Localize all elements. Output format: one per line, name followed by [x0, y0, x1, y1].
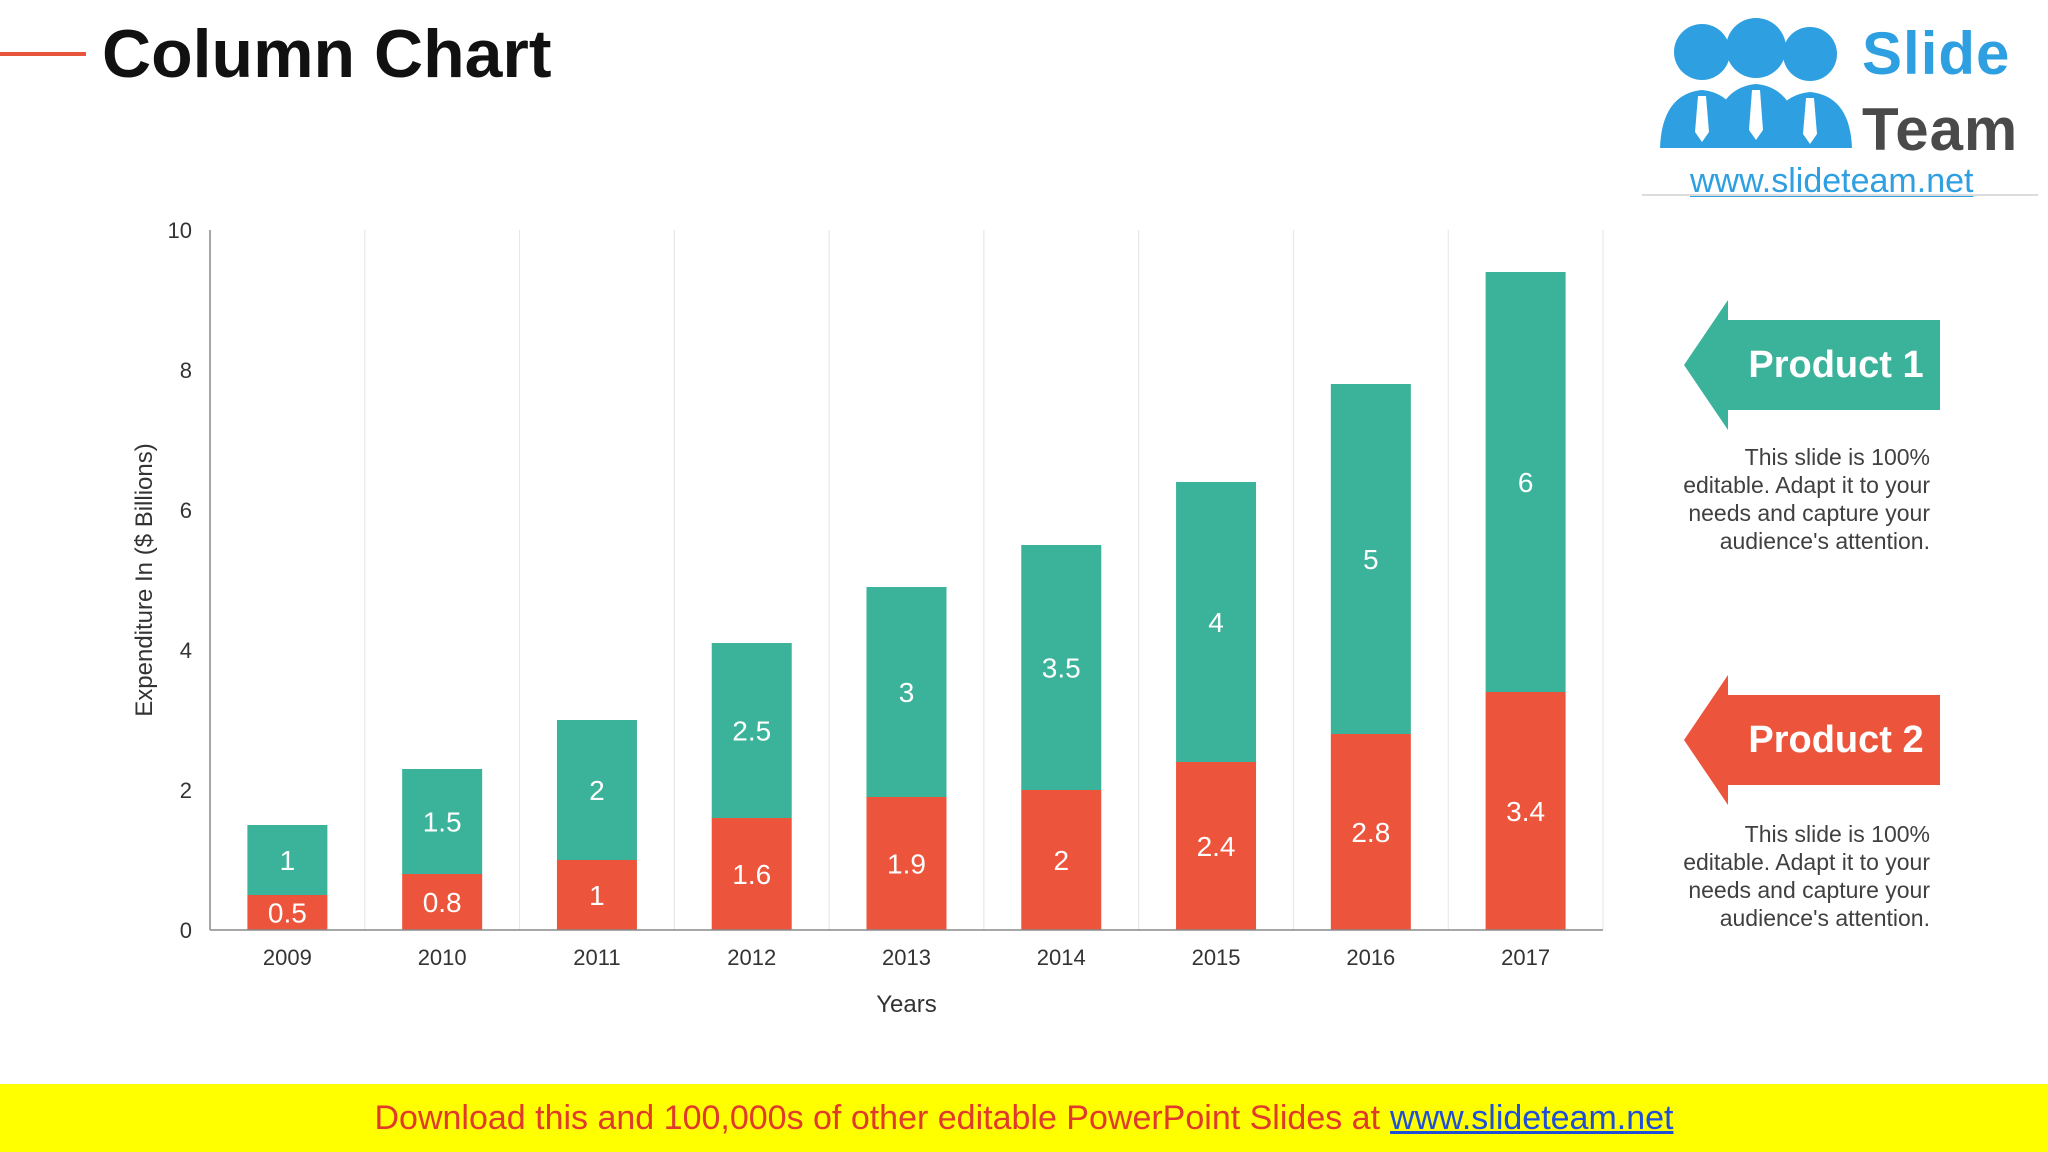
bar [1176, 482, 1257, 762]
bar [247, 895, 328, 930]
chart-bars [247, 272, 1566, 930]
data-label: 3 [899, 677, 915, 708]
bar [711, 818, 792, 930]
logo-url-link[interactable]: www.slideteam.net [1690, 162, 1974, 200]
data-label: 3.4 [1506, 796, 1545, 827]
logo-word-team: Team [1862, 96, 2019, 163]
download-banner: Download this and 100,000s of other edit… [0, 1084, 2048, 1152]
product-1-description: This slide is 100% editable. Adapt it to… [1630, 443, 1930, 555]
bar [247, 825, 328, 895]
bar [1330, 734, 1411, 930]
bar [402, 874, 483, 930]
y-tick-label: 4 [180, 638, 192, 663]
description-line: This slide is 100% [1744, 821, 1930, 847]
data-label: 2.5 [732, 716, 771, 747]
data-label: 2.4 [1197, 831, 1236, 862]
column-chart: 0.5 1 0.8 1.5 1 2 1.6 2.5 1.9 3 2 3.5 2.4 4 2.8 5 3.4 6 0… [131, 218, 1604, 1018]
data-label: 2 [589, 775, 605, 806]
data-label: 1.5 [423, 807, 462, 838]
data-label: 0.8 [423, 887, 462, 918]
bar [711, 643, 792, 818]
bar [1021, 545, 1102, 790]
description-line: audience's attention. [1719, 528, 1930, 554]
left-arrow-icon [1684, 300, 1940, 430]
product-1-callout: Product 1 [1684, 300, 1940, 430]
data-label: 1 [589, 880, 605, 911]
slideteam-logo[interactable]: Slide Team www.slideteam.net [1640, 0, 2038, 200]
data-label: 2 [1053, 845, 1069, 876]
data-label: 6 [1518, 467, 1534, 498]
x-axis-title: Years [876, 991, 937, 1018]
data-label: 1.9 [887, 849, 926, 880]
data-label: 1.6 [732, 859, 771, 890]
title-accent-line [0, 52, 86, 56]
chart-gridlines [364, 230, 1604, 930]
data-label: 5 [1363, 544, 1379, 575]
banner-link[interactable]: www.slideteam.net [1390, 1098, 1674, 1137]
bar [866, 587, 947, 797]
description-line: editable. Adapt it to your [1683, 472, 1930, 498]
product-1-label: Product 1 [1748, 343, 1924, 386]
bar [1485, 272, 1566, 692]
banner-text: Download this and 100,000s of other edit… [374, 1098, 1381, 1137]
x-tick-label: 2011 [573, 945, 620, 970]
bar [866, 797, 947, 930]
bar [1176, 762, 1257, 930]
people-icon [1660, 18, 1852, 148]
y-tick-label: 8 [180, 358, 192, 383]
x-tick-label: 2015 [1192, 945, 1241, 970]
x-tick-label: 2010 [418, 945, 467, 970]
y-tick-label: 0 [180, 918, 192, 943]
data-label: 2.8 [1351, 817, 1390, 848]
data-label: 4 [1208, 607, 1224, 638]
data-label: 3.5 [1042, 653, 1081, 684]
product-2-callout: Product 2 [1684, 675, 1940, 805]
x-tick-label: 2009 [263, 945, 312, 970]
description-line: needs and capture your [1688, 500, 1930, 526]
bar [402, 769, 483, 874]
bar [1021, 790, 1102, 930]
y-tick-label: 2 [180, 778, 192, 803]
y-axis-title: Expenditure In ($ Billions) [131, 443, 158, 716]
product-2-arrow-shape [1684, 675, 1940, 805]
bar [1485, 692, 1566, 930]
logo-word-slide: Slide [1862, 20, 2011, 87]
logo-divider [1642, 194, 2038, 196]
data-label: 0.5 [268, 898, 307, 929]
product-1-arrow-shape [1684, 300, 1940, 430]
left-arrow-icon [1684, 675, 1940, 805]
chart-axes: 0 2 4 6 8 10 2009 2010 2011 2012 2013 2014 2015 2016 2… [168, 218, 1603, 970]
bar [556, 860, 637, 930]
chart-data-labels: 0.5 1 0.8 1.5 1 2 1.6 2.5 1.9 3 2 3.5 2.4 4 2.8 5 3.4 6 [268, 467, 1545, 929]
slide-title: Column Chart [102, 16, 552, 92]
bar [1330, 384, 1411, 734]
x-tick-label: 2012 [727, 945, 776, 970]
description-line: audience's attention. [1719, 905, 1930, 931]
x-tick-label: 2014 [1037, 945, 1086, 970]
y-tick-label: 10 [168, 218, 192, 243]
product-2-description: This slide is 100% editable. Adapt it to… [1630, 820, 1930, 932]
x-tick-label: 2017 [1501, 945, 1550, 970]
description-line: editable. Adapt it to your [1683, 849, 1930, 875]
y-tick-label: 6 [180, 498, 192, 523]
bar [556, 720, 637, 860]
x-tick-label: 2016 [1346, 945, 1395, 970]
description-line: This slide is 100% [1744, 444, 1930, 470]
data-label: 1 [280, 845, 296, 876]
x-tick-label: 2013 [882, 945, 931, 970]
product-2-label: Product 2 [1748, 718, 1924, 761]
description-line: needs and capture your [1688, 877, 1930, 903]
